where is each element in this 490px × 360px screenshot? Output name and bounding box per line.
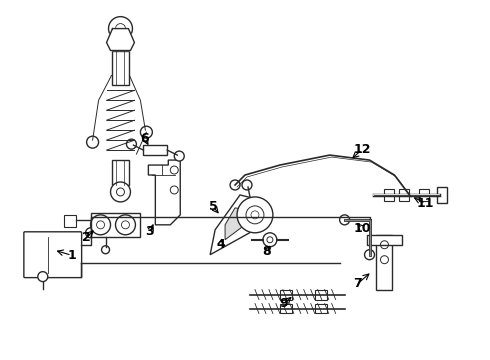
Circle shape — [365, 250, 374, 260]
Circle shape — [108, 17, 132, 41]
Circle shape — [86, 228, 96, 238]
Polygon shape — [225, 208, 248, 240]
Polygon shape — [210, 195, 260, 255]
Circle shape — [230, 180, 240, 190]
Bar — [419, 189, 429, 201]
Text: 3: 3 — [146, 225, 154, 238]
Circle shape — [116, 215, 135, 235]
Circle shape — [101, 246, 110, 254]
Text: 8: 8 — [263, 245, 271, 258]
Text: 11: 11 — [417, 197, 434, 210]
Text: 6: 6 — [141, 132, 149, 145]
Bar — [112, 160, 129, 185]
Polygon shape — [106, 28, 134, 50]
Text: 10: 10 — [353, 222, 371, 235]
Bar — [376, 235, 392, 289]
Circle shape — [242, 180, 252, 190]
Circle shape — [91, 215, 111, 235]
Bar — [385, 189, 394, 201]
Bar — [315, 303, 327, 314]
Bar — [144, 145, 167, 155]
Bar — [91, 213, 141, 237]
FancyBboxPatch shape — [24, 232, 82, 278]
Text: 1: 1 — [67, 249, 76, 262]
Circle shape — [237, 197, 273, 233]
Text: 7: 7 — [353, 278, 362, 291]
Circle shape — [263, 233, 277, 247]
Bar — [367, 235, 402, 245]
Circle shape — [340, 215, 349, 225]
Bar — [280, 303, 292, 314]
Text: 4: 4 — [216, 238, 225, 251]
Bar — [280, 289, 292, 300]
Bar — [315, 289, 327, 300]
Circle shape — [87, 136, 98, 148]
Text: 12: 12 — [353, 143, 371, 156]
Circle shape — [141, 126, 152, 138]
Bar — [112, 50, 129, 85]
Circle shape — [38, 272, 48, 282]
Text: 5: 5 — [209, 201, 218, 213]
Polygon shape — [148, 160, 180, 225]
Bar — [399, 189, 409, 201]
Text: 9: 9 — [280, 297, 288, 310]
Circle shape — [126, 139, 136, 149]
Text: 2: 2 — [82, 231, 91, 244]
Circle shape — [111, 182, 130, 202]
Circle shape — [174, 151, 184, 161]
Bar — [437, 187, 447, 203]
Bar — [64, 215, 75, 227]
